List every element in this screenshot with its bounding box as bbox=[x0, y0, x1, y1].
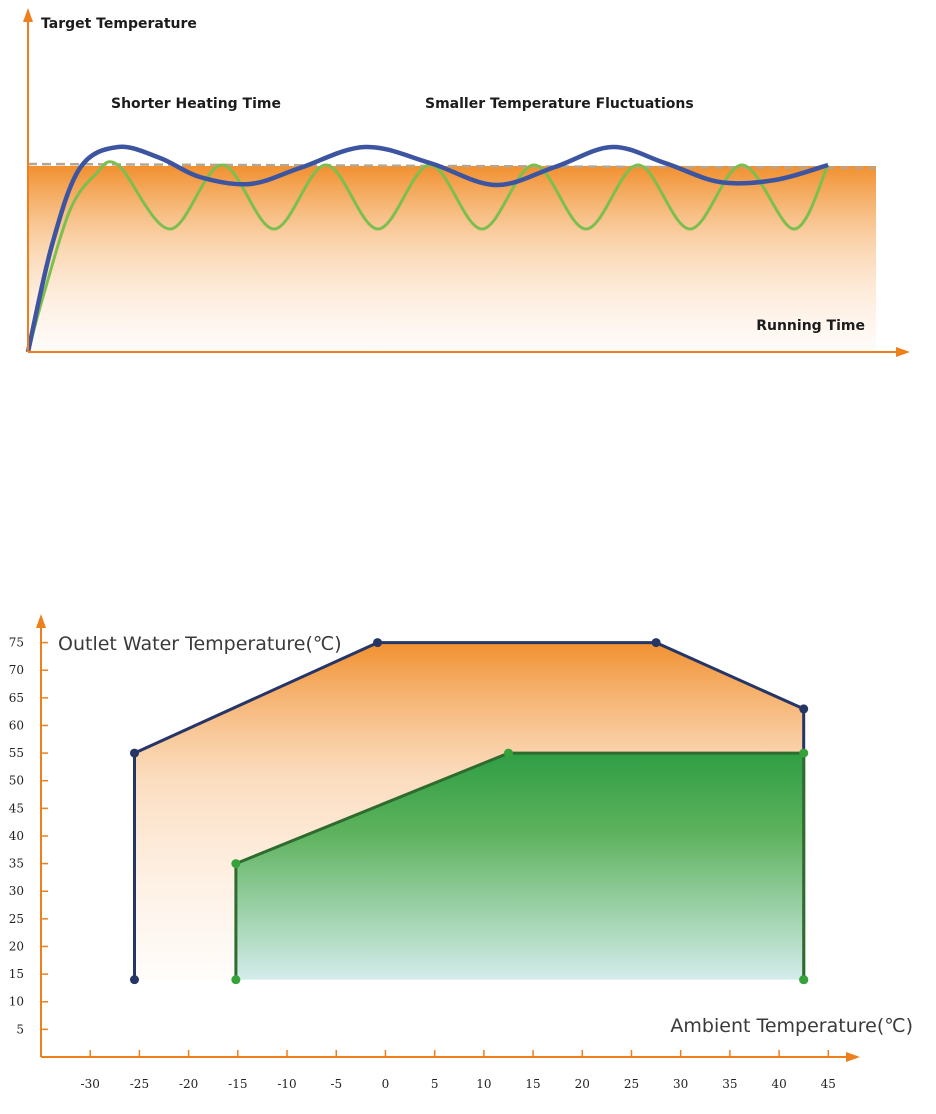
x-tick-label: 10 bbox=[476, 1077, 491, 1091]
y-tick-label: 60 bbox=[9, 718, 24, 732]
x-tick-label: 25 bbox=[624, 1077, 639, 1091]
x-tick-label: -30 bbox=[81, 1077, 100, 1091]
operating-range-chart: -30 -25 -20 -15 -10 -5 0 5 10 15 20 25 30 35 40 45 5 10 1… bbox=[9, 614, 913, 1091]
y-tick-label: 65 bbox=[9, 691, 24, 705]
annotation-smaller-fluctuations: Smaller Temperature Fluctuations bbox=[425, 96, 694, 112]
y-tick-label: 35 bbox=[9, 857, 24, 871]
x-tick-label: 0 bbox=[382, 1077, 390, 1091]
y-axis-ticks: 5 10 15 20 25 30 35 40 45 50 55 60 65 70 75 bbox=[9, 636, 48, 1036]
envelope-1-point-2 bbox=[129, 748, 139, 758]
y-tick-label: 25 bbox=[9, 912, 24, 926]
x-tick-label: -15 bbox=[228, 1077, 247, 1091]
envelope-2-point-2 bbox=[231, 859, 241, 869]
annotation-shorter-heating: Shorter Heating Time bbox=[111, 96, 281, 112]
envelope-1-point-4 bbox=[651, 638, 661, 648]
top-y-axis-label: Target Temperature bbox=[41, 16, 197, 32]
bottom-y-axis-label: Outlet Water Temperature(℃) bbox=[58, 633, 342, 655]
y-tick-label: 30 bbox=[9, 884, 24, 898]
x-tick-label: -10 bbox=[277, 1077, 296, 1091]
y-tick-label: 70 bbox=[9, 663, 24, 677]
y-tick-label: 10 bbox=[9, 995, 24, 1009]
x-tick-label: 45 bbox=[821, 1077, 836, 1091]
bottom-x-axis-arrow-icon bbox=[846, 1052, 860, 1062]
x-axis-ticks: -30 -25 -20 -15 -10 -5 0 5 10 15 20 25 30 35 40 45 bbox=[81, 1050, 836, 1091]
y-tick-label: 45 bbox=[9, 801, 24, 815]
y-tick-label: 75 bbox=[9, 636, 24, 650]
y-tick-label: 40 bbox=[9, 829, 24, 843]
bottom-x-axis-label: Ambient Temperature(℃) bbox=[670, 1015, 913, 1037]
envelope-points bbox=[129, 638, 809, 985]
envelope-2-point-4 bbox=[799, 748, 809, 758]
green-oscillation-curve bbox=[26, 160, 830, 353]
envelope-area-2 bbox=[235, 753, 804, 980]
y-tick-label: 55 bbox=[9, 746, 24, 760]
target-band-fill bbox=[28, 166, 876, 352]
x-tick-label: 30 bbox=[673, 1077, 688, 1091]
x-tick-label: 20 bbox=[575, 1077, 590, 1091]
top-x-axis-label: Running Time bbox=[756, 318, 865, 334]
envelope-2-point-5 bbox=[799, 975, 809, 985]
y-tick-label: 20 bbox=[9, 939, 24, 953]
x-tick-label: 40 bbox=[771, 1077, 786, 1091]
y-tick-label: 50 bbox=[9, 774, 24, 788]
top-y-axis-arrow-icon bbox=[23, 8, 33, 22]
envelope-2-point-1 bbox=[231, 975, 241, 985]
y-tick-label: 15 bbox=[9, 967, 24, 981]
envelope-1-point-3 bbox=[373, 638, 383, 648]
x-tick-label: 5 bbox=[431, 1077, 439, 1091]
y-tick-label: 5 bbox=[16, 1022, 24, 1036]
envelope-1-point-5 bbox=[799, 704, 809, 714]
x-tick-label: -20 bbox=[179, 1077, 198, 1091]
bottom-y-axis-arrow-icon bbox=[36, 614, 46, 628]
heating-comparison-chart: Target Temperature Shorter Heating Time … bbox=[23, 8, 910, 357]
envelope-2-point-3 bbox=[503, 748, 513, 758]
x-tick-label: -25 bbox=[130, 1077, 149, 1091]
x-tick-label: 35 bbox=[722, 1077, 737, 1091]
operating-envelopes bbox=[133, 641, 806, 980]
x-tick-label: 15 bbox=[525, 1077, 540, 1091]
envelope-1-point-1 bbox=[129, 975, 139, 985]
x-tick-label: -5 bbox=[330, 1077, 342, 1091]
top-x-axis-arrow-icon bbox=[896, 347, 910, 357]
blue-smooth-curve bbox=[25, 144, 829, 353]
